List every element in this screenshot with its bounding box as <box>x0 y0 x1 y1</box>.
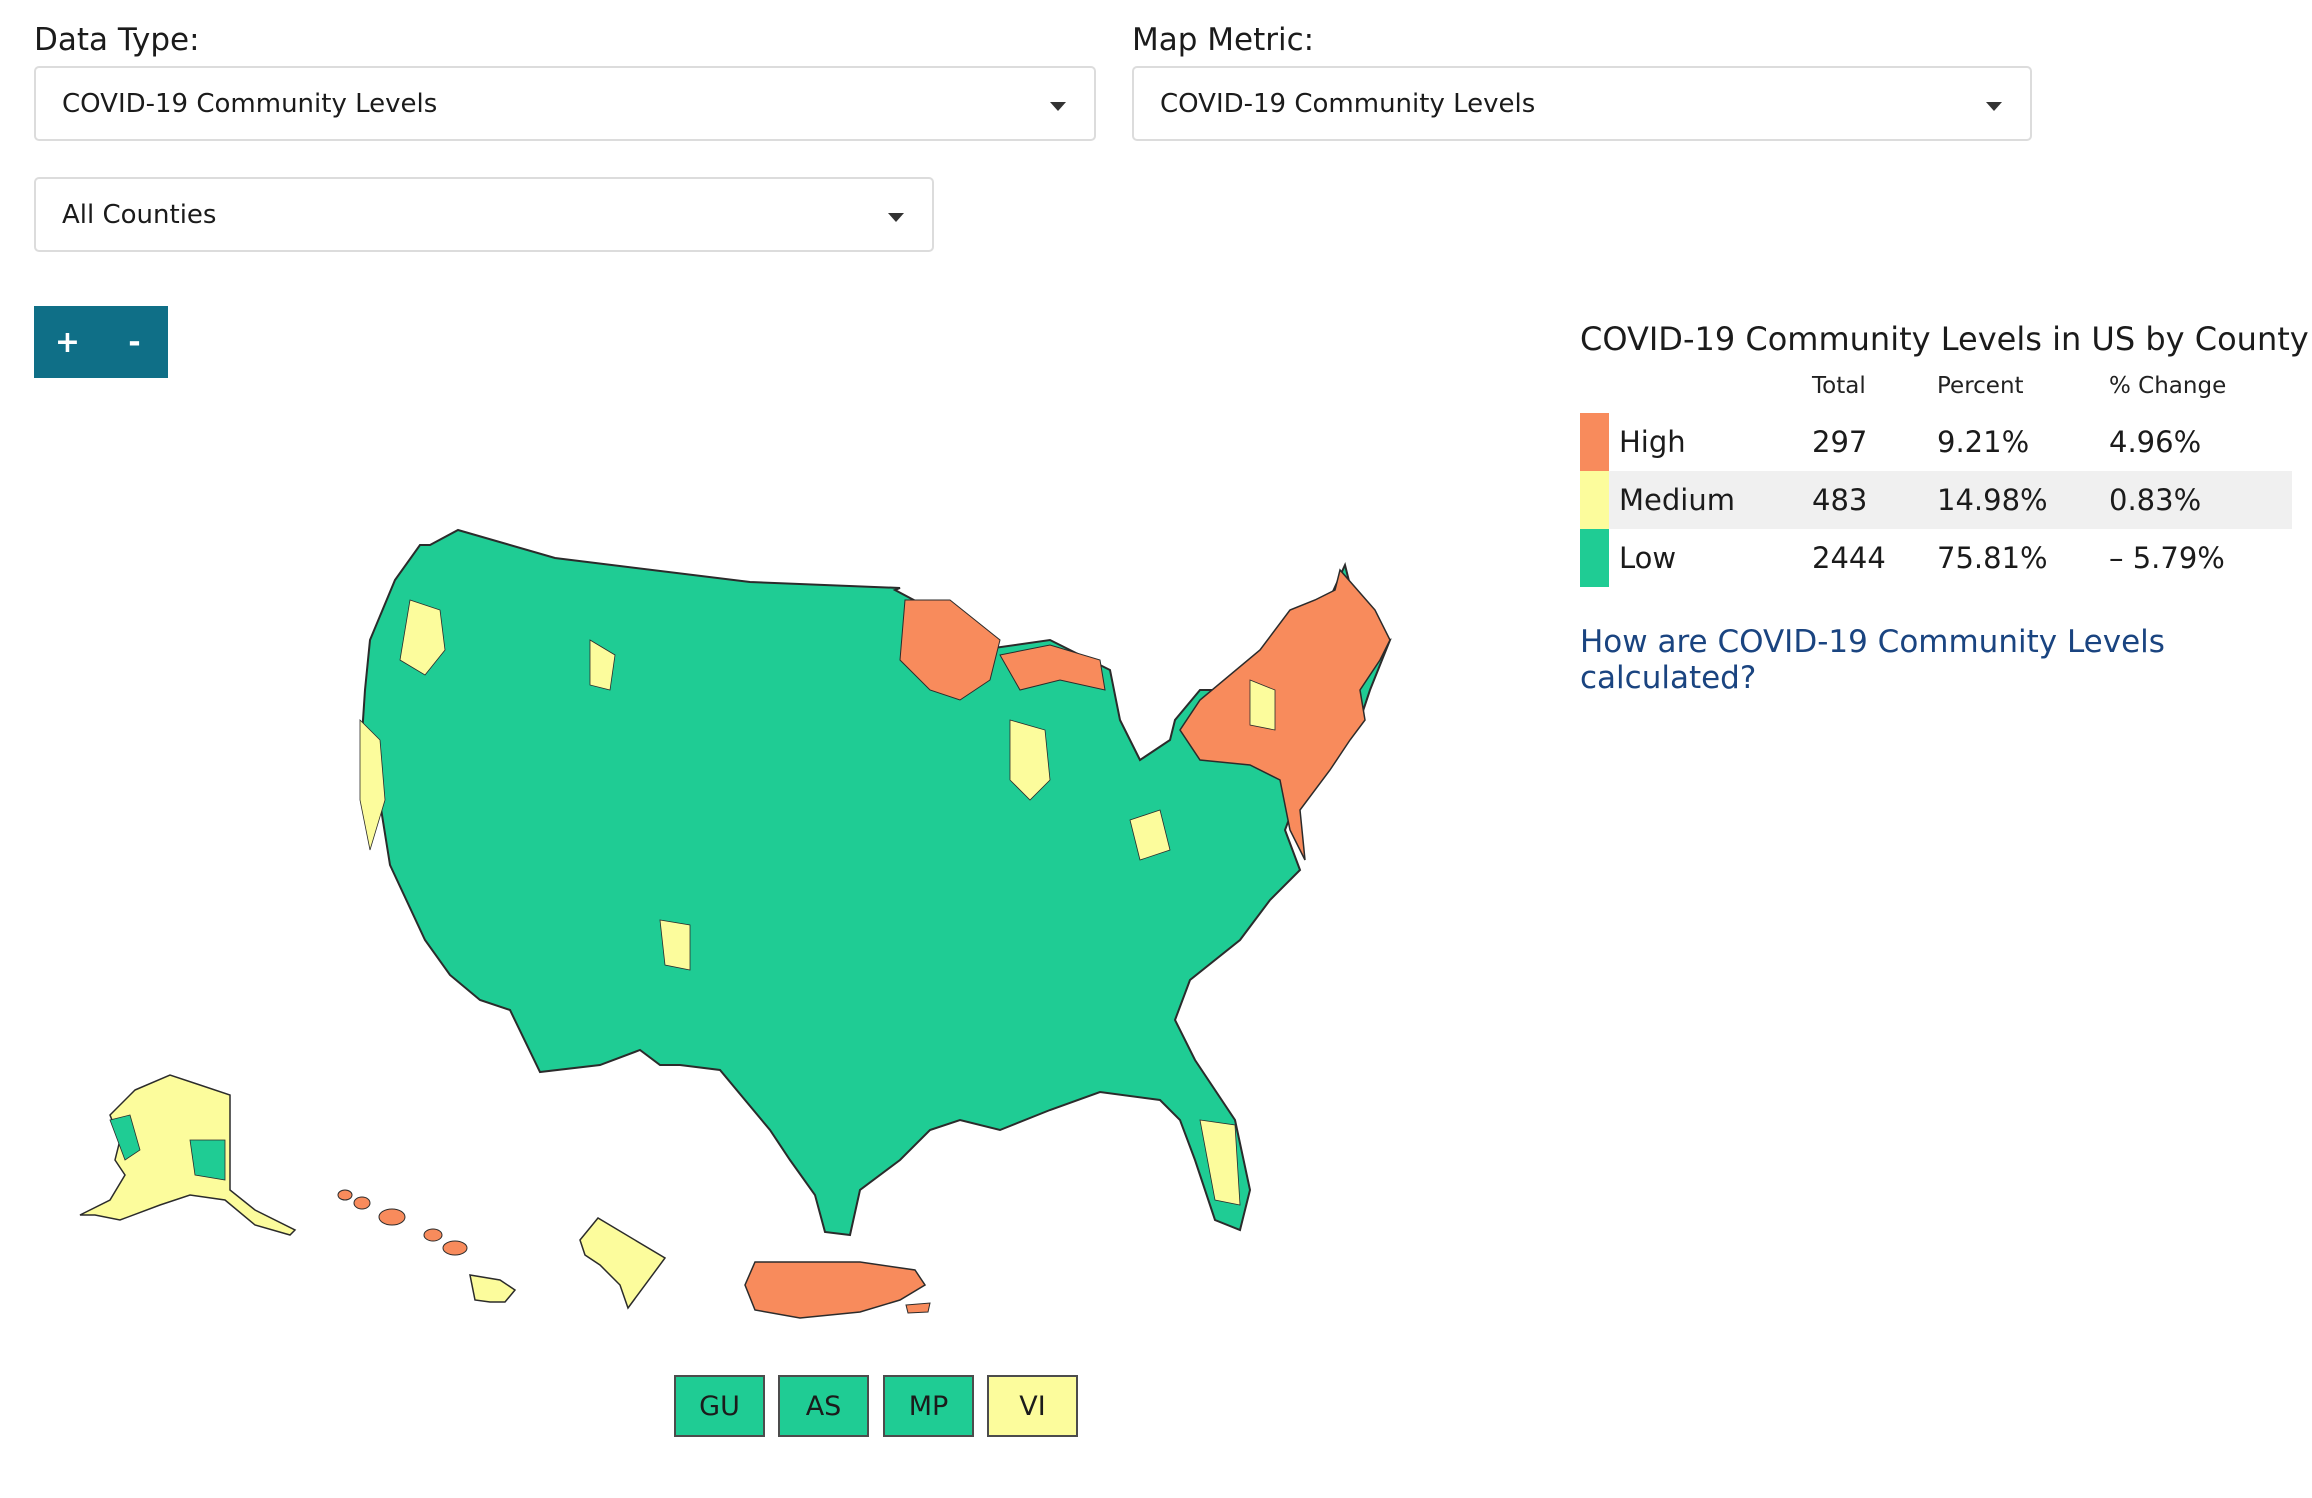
zoom-out-button[interactable]: - <box>101 306 168 378</box>
map-region-contiguous-us[interactable] <box>360 528 1392 1237</box>
map-region-minnesota-wisconsin[interactable] <box>899 599 1001 701</box>
map-region-puerto-rico[interactable] <box>744 1261 927 1319</box>
legend-percent: 14.98% <box>1937 483 2048 517</box>
legend-percent: 75.81% <box>1937 541 2048 575</box>
legend-swatch-high <box>1580 413 1609 471</box>
territory-button-vi[interactable]: VI <box>987 1375 1078 1437</box>
map-region-hawaii-big-island[interactable] <box>469 1274 517 1303</box>
territory-button-as[interactable]: AS <box>778 1375 869 1437</box>
map-metric-select[interactable]: COVID-19 Community Levels <box>1132 66 2032 141</box>
legend-row-medium: Medium 483 14.98% 0.83% <box>1580 471 2292 529</box>
map-region-alaska[interactable] <box>79 1074 297 1236</box>
map-region-hawaii-islands[interactable] <box>337 1189 468 1256</box>
chevron-down-icon <box>1050 101 1066 111</box>
community-levels-calculation-link[interactable]: How are COVID-19 Community Levels calcul… <box>1580 624 2165 696</box>
legend-swatch-low <box>1580 529 1609 587</box>
legend-total: 2444 <box>1812 541 1886 575</box>
legend-percent: 9.21% <box>1937 425 2030 459</box>
map-region-northeast[interactable] <box>1179 568 1391 861</box>
territory-button-gu[interactable]: GU <box>674 1375 765 1437</box>
data-type-select[interactable]: COVID-19 Community Levels <box>34 66 1096 141</box>
chevron-down-icon <box>1986 101 2002 111</box>
legend-level: High <box>1619 425 1686 459</box>
legend-total: 297 <box>1812 425 1868 459</box>
data-type-label: Data Type: <box>34 22 200 58</box>
data-type-value: COVID-19 Community Levels <box>62 88 438 119</box>
chevron-down-icon <box>888 212 904 222</box>
map-region-michigan[interactable] <box>999 644 1106 691</box>
legend-change: 4.96% <box>2109 425 2202 459</box>
legend-column-total: Total <box>1812 373 1866 399</box>
legend-level: Low <box>1619 541 1677 575</box>
map-metric-value: COVID-19 Community Levels <box>1160 88 1536 119</box>
legend-column-percent: Percent <box>1937 373 2024 399</box>
legend-swatch-medium <box>1580 471 1609 529</box>
legend-total: 483 <box>1812 483 1868 517</box>
county-filter-value: All Counties <box>62 199 217 230</box>
territory-button-mp[interactable]: MP <box>883 1375 974 1437</box>
legend-change: 0.83% <box>2109 483 2202 517</box>
legend-title: COVID-19 Community Levels in US by Count… <box>1580 320 2309 358</box>
map-metric-label: Map Metric: <box>1132 22 1315 58</box>
zoom-in-button[interactable]: + <box>34 306 101 378</box>
legend-change: – 5.79% <box>2109 541 2225 575</box>
legend-row-high: High 297 9.21% 4.96% <box>1580 413 2292 471</box>
legend-column-change: % Change <box>2109 373 2227 399</box>
map-region-usvi-inset[interactable] <box>579 1217 667 1310</box>
legend-level: Medium <box>1619 483 1735 517</box>
county-filter-select[interactable]: All Counties <box>34 177 934 252</box>
legend-row-low: Low 2444 75.81% – 5.79% <box>1580 529 2292 587</box>
